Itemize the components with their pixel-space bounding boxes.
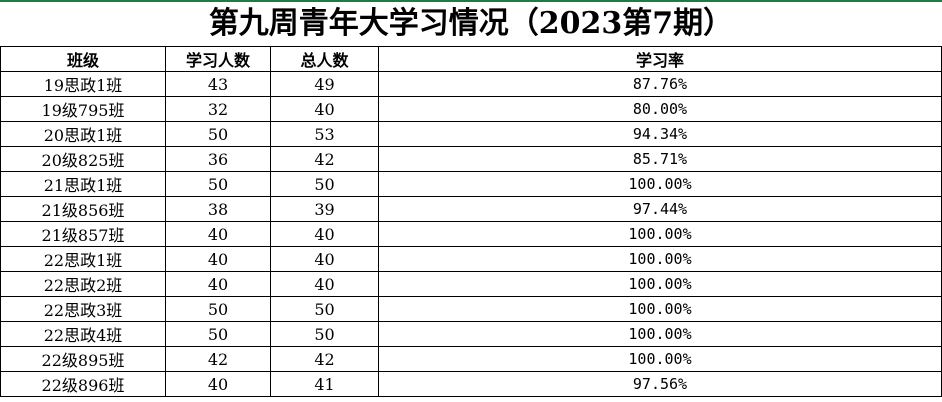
table-cell: 49 [270, 71, 379, 97]
table-row: 22级896班 40 41 97.56% [0, 371, 942, 397]
table-cell: 85.71% [378, 146, 942, 172]
table-cell: 41 [270, 371, 379, 397]
table-cell: 42 [270, 346, 379, 372]
table-cell: 97.56% [378, 371, 942, 397]
table-cell: 100.00% [378, 346, 942, 372]
table-cell: 50 [270, 171, 379, 197]
table-cell: 40 [270, 271, 379, 297]
table-row: 22思政4班 50 50 100.00% [0, 321, 942, 347]
table-cell: 19级795班 [0, 96, 166, 122]
table-cell: 100.00% [378, 296, 942, 322]
table-cell: 22思政3班 [0, 296, 166, 322]
column-header: 学习率 [378, 46, 942, 72]
table-cell: 43 [165, 71, 271, 97]
table-cell: 21思政1班 [0, 171, 166, 197]
column-header: 总人数 [270, 46, 379, 72]
table-cell: 20思政1班 [0, 121, 166, 147]
table-row: 21思政1班 50 50 100.00% [0, 171, 942, 197]
table-cell: 21级856班 [0, 196, 166, 222]
table-cell: 100.00% [378, 321, 942, 347]
table-cell: 42 [165, 346, 271, 372]
table-cell: 100.00% [378, 246, 942, 272]
table-cell: 40 [270, 96, 379, 122]
table-cell: 100.00% [378, 221, 942, 247]
table-row: 22思政1班 40 40 100.00% [0, 246, 942, 272]
table-cell: 20级825班 [0, 146, 166, 172]
table-cell: 50 [270, 296, 379, 322]
table-cell: 22思政4班 [0, 321, 166, 347]
table-row: 22思政2班 40 40 100.00% [0, 271, 942, 297]
table-cell: 32 [165, 96, 271, 122]
table-cell: 39 [270, 196, 379, 222]
table-cell: 50 [165, 121, 271, 147]
table-body: 19思政1班 43 49 87.76% 19级795班 32 40 80.00% 20思政1班 5… [0, 71, 942, 397]
table-cell: 40 [165, 271, 271, 297]
data-table: 班级 学习人数 总人数 学习率 19思政1班 43 49 87.76% 19级795班 32 40… [0, 46, 942, 397]
table-cell: 100.00% [378, 171, 942, 197]
table-row: 20思政1班 50 53 94.34% [0, 121, 942, 147]
table-cell: 50 [165, 321, 271, 347]
table-cell: 87.76% [378, 71, 942, 97]
table-cell: 42 [270, 146, 379, 172]
table-cell: 22思政1班 [0, 246, 166, 272]
table-cell: 40 [165, 371, 271, 397]
table-cell: 50 [270, 321, 379, 347]
table-row: 21级857班 40 40 100.00% [0, 221, 942, 247]
table-cell: 19思政1班 [0, 71, 166, 97]
header-row: 班级 学习人数 总人数 学习率 [0, 46, 942, 72]
table-row: 19思政1班 43 49 87.76% [0, 71, 942, 97]
table-cell: 22级896班 [0, 371, 166, 397]
table-cell: 40 [270, 221, 379, 247]
column-header: 学习人数 [165, 46, 271, 72]
table-cell: 40 [165, 246, 271, 272]
table-cell: 50 [165, 171, 271, 197]
table-cell: 100.00% [378, 271, 942, 297]
table-cell: 22级895班 [0, 346, 166, 372]
table-row: 20级825班 36 42 85.71% [0, 146, 942, 172]
table-cell: 40 [270, 246, 379, 272]
column-header: 班级 [0, 46, 166, 72]
table-cell: 53 [270, 121, 379, 147]
table-cell: 22思政2班 [0, 271, 166, 297]
sheet-title: 第九周青年大学习情况（2023第7期） [208, 6, 734, 41]
top-border [0, 0, 942, 2]
table-cell: 21级857班 [0, 221, 166, 247]
table-cell: 40 [165, 221, 271, 247]
table-row: 22级895班 42 42 100.00% [0, 346, 942, 372]
table-cell: 80.00% [378, 96, 942, 122]
table-row: 22思政3班 50 50 100.00% [0, 296, 942, 322]
table-row: 21级856班 38 39 97.44% [0, 196, 942, 222]
table-cell: 38 [165, 196, 271, 222]
table-cell: 50 [165, 296, 271, 322]
table-cell: 97.44% [378, 196, 942, 222]
table-cell: 94.34% [378, 121, 942, 147]
table-row: 19级795班 32 40 80.00% [0, 96, 942, 122]
table-cell: 36 [165, 146, 271, 172]
